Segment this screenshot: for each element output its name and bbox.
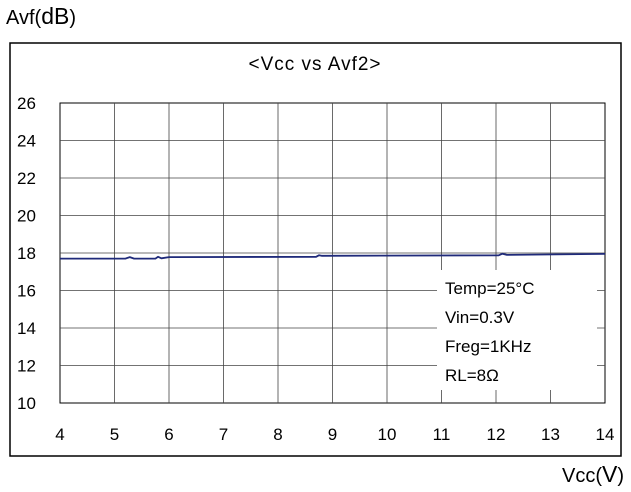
y-tick-label: 26: [17, 94, 36, 113]
annotation-line-rl: RL=8Ω: [445, 366, 499, 385]
y-axis-label-unit: dB: [41, 3, 69, 29]
x-tick-label: 9: [328, 425, 337, 444]
y-axis-label-suffix: ): [69, 7, 76, 29]
x-tick-label: 8: [273, 425, 282, 444]
x-axis-label-prefix: Vcc(: [562, 465, 602, 487]
y-tick-label: 20: [17, 207, 36, 226]
y-tick-label: 18: [17, 244, 36, 263]
series-layer: [60, 252, 606, 260]
x-tick-label: 5: [110, 425, 119, 444]
x-tick-label: 6: [164, 425, 173, 444]
y-tick-label: 12: [17, 357, 36, 376]
x-axis-label-suffix: ): [617, 465, 624, 487]
x-tick-label: 7: [219, 425, 228, 444]
annotation-line-temp: Temp=25°C: [445, 279, 534, 298]
x-axis-label: Vcc(V): [562, 461, 624, 487]
x-tick-label: 14: [596, 425, 615, 444]
annotation-line-vin: Vin=0.3V: [445, 308, 515, 327]
x-tick-label: 10: [378, 425, 397, 444]
chart-title: <Vcc vs Avf2>: [248, 54, 381, 75]
y-tick-label: 22: [17, 169, 36, 188]
annotation-line-freq: Freg=1KHz: [445, 337, 531, 356]
y-tick-label: 10: [17, 394, 36, 413]
y-tick-label: 16: [17, 282, 36, 301]
annotation-background: [437, 270, 597, 390]
series-line: [60, 252, 606, 260]
y-axis-label-prefix: Avf(: [6, 7, 42, 29]
y-axis-label: Avf(dB): [6, 3, 76, 29]
tick-labels: 4 5 6 7 8 9 10 11 12 13 14 10 12 14 16 18 20 22 24 26: [17, 94, 614, 444]
x-tick-label: 11: [433, 425, 451, 444]
x-tick-label: 4: [55, 425, 64, 444]
x-tick-label: 12: [487, 425, 506, 444]
x-axis-label-unit: V: [602, 461, 618, 487]
x-tick-label: 13: [541, 425, 560, 444]
annotation-box: Temp=25°C Vin=0.3V Freg=1KHz RL=8Ω: [437, 270, 597, 390]
chart-frame: [9, 42, 622, 457]
y-tick-label: 24: [17, 132, 36, 151]
y-tick-label: 14: [17, 319, 36, 338]
